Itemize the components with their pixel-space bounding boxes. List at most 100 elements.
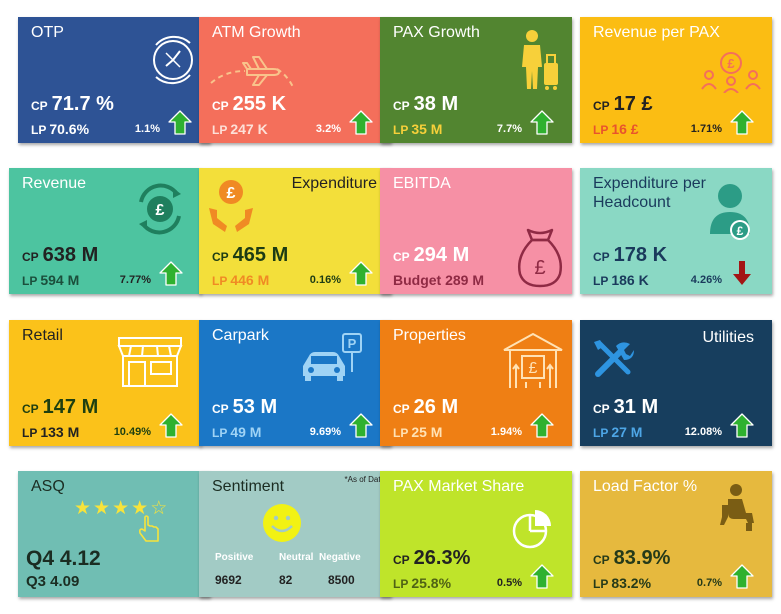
atm-cp-value: 255 K: [232, 93, 287, 115]
expenditure-lp-value: 446 M: [230, 272, 270, 288]
utilities-lp-value: 27 M: [611, 424, 643, 440]
carpark-tile[interactable]: Carpark P CP 53 M LP 49 M 9.69%: [199, 320, 391, 446]
pax-lp-prefix: LP: [393, 123, 409, 137]
atm-lp-prefix: LP: [212, 123, 228, 137]
revenue-cp-value: 638 M: [42, 244, 99, 266]
rev-pax-lp-value: 16 £: [611, 121, 639, 137]
revenue-change: 7.77%: [119, 274, 151, 286]
pax-change: 7.7%: [496, 123, 522, 135]
expenditure-tile[interactable]: Expenditure £ CP 465 M LP 446 M 0.16%: [199, 168, 391, 294]
rev-pax-cp-prefix: CP: [593, 99, 610, 113]
pax-lp-value: 35 M: [411, 121, 443, 137]
asq-title: ASQ: [31, 478, 65, 495]
traveller-luggage-icon: [522, 30, 558, 90]
sentiment-negative-value: 8500: [328, 573, 355, 587]
retail-tile[interactable]: Retail CP 147 M LP 133 M 10.49%: [9, 320, 201, 446]
exp-head-title: Expenditure per Headcount: [593, 175, 706, 211]
pointing-hand-icon: [138, 515, 159, 542]
utilities-cp-prefix: CP: [593, 402, 610, 416]
properties-title: Properties: [393, 327, 466, 344]
asq-current: Q4 4.12: [26, 547, 101, 570]
exp-head-lp-prefix: LP: [593, 274, 609, 288]
properties-tile[interactable]: Properties £ CP 26 M LP 25 M 1.94%: [380, 320, 572, 446]
otp-lp-value: 70.6%: [49, 121, 90, 137]
load-factor-tile[interactable]: Load Factor % CP 83.9% LP 83.2% 0.7%: [580, 471, 772, 597]
utilities-tile[interactable]: Utilities CP 31 M LP 27 M 12.08%: [580, 320, 772, 446]
properties-cp-value: 26 M: [413, 396, 459, 418]
pie-chart-icon: [512, 510, 551, 549]
property-pound-icon: £: [503, 332, 563, 388]
sentiment-note: *As of Date: [344, 475, 385, 484]
utilities-lp-prefix: LP: [593, 426, 609, 440]
atm-cp-prefix: CP: [212, 99, 229, 113]
expenditure-lp-prefix: LP: [212, 274, 228, 288]
otp-lp-prefix: LP: [31, 123, 47, 137]
atm-growth-tile[interactable]: ATM Growth CP 255 K LP 247 K 3.2%: [199, 17, 391, 143]
smiley-face-icon: [263, 504, 301, 542]
otp-cp-value: 71.7 %: [51, 93, 114, 115]
revenue-people-icon: £: [701, 52, 761, 93]
exp-head-change: 4.26%: [690, 274, 722, 286]
up-arrow-icon: [530, 413, 554, 438]
sentiment-neutral-value: 82: [279, 573, 293, 587]
properties-cp-prefix: CP: [393, 402, 410, 416]
star-empty-icon: ☆: [150, 498, 170, 519]
svg-text:£: £: [534, 257, 545, 279]
otp-tile[interactable]: OTP CP 71.7 % LP 70.6% 1.1%: [18, 17, 210, 143]
exp-head-lp-value: 186 K: [611, 272, 649, 288]
up-arrow-icon: [349, 261, 373, 286]
car-parking-icon: P: [303, 333, 362, 381]
expenditure-per-headcount-tile[interactable]: Expenditure per Headcount £ CP 178 K LP 18…: [580, 168, 772, 294]
load-factor-lp-value: 83.2%: [611, 575, 652, 591]
load-factor-cp-prefix: CP: [593, 553, 610, 567]
utilities-cp-value: 31 M: [613, 396, 659, 418]
otp-cp-prefix: CP: [31, 99, 48, 113]
load-factor-change: 0.7%: [696, 577, 722, 589]
money-bag-icon: £: [518, 228, 562, 288]
up-arrow-icon: [168, 110, 192, 135]
up-arrow-icon: [159, 261, 183, 286]
ebitda-tile[interactable]: EBITDA £ CP 294 M Budget 289 M: [380, 168, 572, 294]
pax-title: PAX Growth: [393, 24, 480, 41]
expenditure-cp-value: 465 M: [232, 244, 289, 266]
pax-growth-tile[interactable]: PAX Growth CP 38 M LP 35 M 7.7%: [380, 17, 572, 143]
atm-change: 3.2%: [315, 123, 341, 135]
down-arrow-icon: [733, 261, 751, 285]
market-share-cp-prefix: CP: [393, 553, 410, 567]
up-arrow-icon: [349, 413, 373, 438]
carpark-cp-value: 53 M: [232, 396, 278, 418]
retail-title: Retail: [22, 327, 63, 344]
carpark-lp-value: 49 M: [230, 424, 262, 440]
properties-lp-prefix: LP: [393, 426, 409, 440]
market-share-lp-value: 25.8%: [411, 575, 452, 591]
utilities-change: 12.08%: [684, 426, 722, 438]
load-factor-cp-value: 83.9%: [613, 547, 671, 569]
pax-cp-value: 38 M: [413, 93, 459, 115]
asq-tile[interactable]: ASQ ★★★★☆ Q4 4.12 Q3 4.09: [18, 471, 210, 597]
ebitda-budget-label: Budget: [393, 272, 442, 288]
revenue-tile[interactable]: Revenue £ CP 638 M LP 594 M 7.77%: [9, 168, 201, 294]
retail-cp-value: 147 M: [42, 396, 99, 418]
star-filled-icon: ★: [93, 498, 113, 519]
ebitda-cp-prefix: CP: [393, 250, 410, 264]
pax-market-share-tile[interactable]: PAX Market Share CP 26.3% LP 25.8% 0.5%: [380, 471, 572, 597]
revenue-per-pax-tile[interactable]: Revenue per PAX £ CP 17 £ LP 16 £ 1.71%: [580, 17, 772, 143]
load-factor-lp-prefix: LP: [593, 577, 609, 591]
up-arrow-icon: [530, 110, 554, 135]
up-arrow-icon: [730, 413, 754, 438]
up-arrow-icon: [730, 564, 754, 589]
revenue-cp-prefix: CP: [22, 250, 39, 264]
properties-change: 1.94%: [490, 426, 522, 438]
retail-lp-value: 133 M: [40, 424, 80, 440]
up-arrow-icon: [349, 110, 373, 135]
revenue-lp-prefix: LP: [22, 274, 38, 288]
up-arrow-icon: [530, 564, 554, 589]
person-pound-icon: £: [710, 184, 750, 240]
otp-title: OTP: [31, 24, 64, 41]
clock-icon: [153, 35, 193, 85]
load-factor-title: Load Factor %: [593, 478, 698, 495]
exp-head-cp-value: 178 K: [613, 244, 668, 266]
sentiment-tile[interactable]: Sentiment *As of Date Positive Neutral N…: [199, 471, 391, 597]
retail-change: 10.49%: [113, 426, 151, 438]
rev-pax-cp-value: 17 £: [613, 93, 653, 115]
